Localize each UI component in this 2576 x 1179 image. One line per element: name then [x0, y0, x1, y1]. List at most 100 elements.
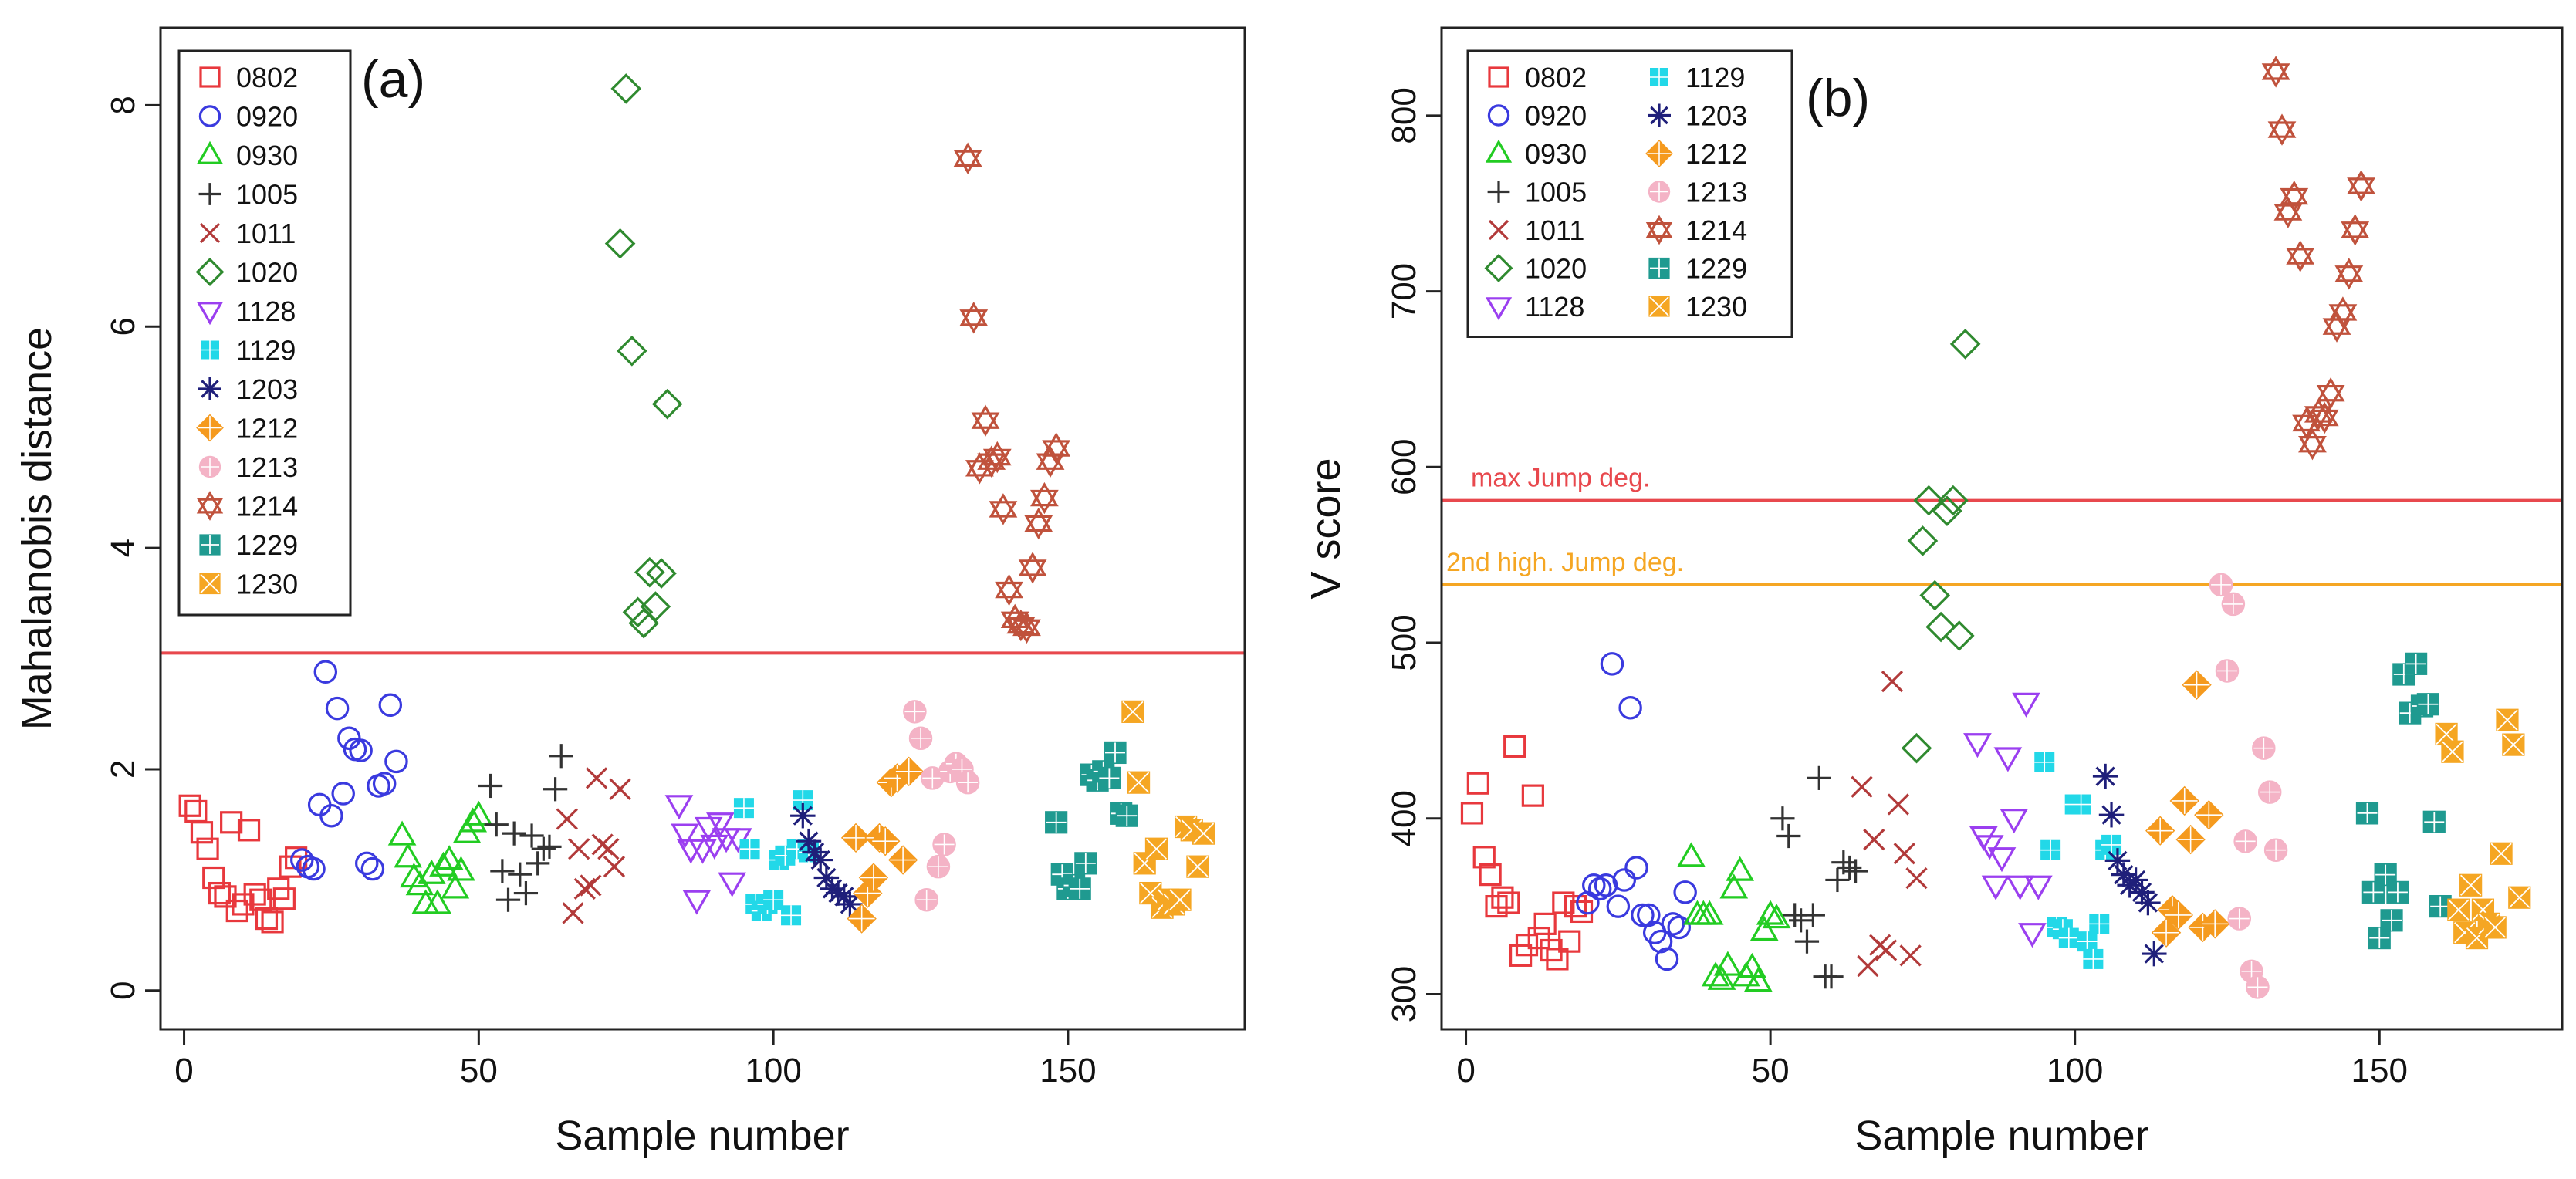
panel-a-point-1214-0 [953, 142, 982, 174]
panel-b-point-1005-5 [1800, 903, 1825, 927]
panel-a-point-1011-5 [585, 767, 608, 789]
panel-a-legend-marker-0802 [199, 66, 221, 88]
panel-b-point-1005-9 [1825, 867, 1850, 893]
panel-b-point-1203-7 [2135, 890, 2161, 916]
panel-a-legend-label-1020: 1020 [236, 257, 298, 289]
panel-a-point-0920-2 [302, 856, 326, 881]
panel-a-point-1212-3 [858, 863, 889, 893]
panel-a-y-axis: 0 2 4 6 8 [104, 96, 161, 1000]
panel-a-point-0930-5 [417, 859, 446, 884]
panel-b-point-1212-0 [2145, 816, 2175, 846]
panel-b-legend-marker-1005 [1487, 181, 1510, 203]
panel-b-legend-marker-1214 [1645, 215, 1673, 245]
panel-b-point-1011-2 [1863, 828, 1885, 851]
panel-a-legend-label-1212: 1212 [236, 413, 298, 444]
panel-b-point-1212-5 [2175, 824, 2206, 855]
panel-a-point-1229-5 [1074, 852, 1097, 875]
panel-a-point-1213-1 [908, 726, 933, 751]
panel-b-point-0920-6 [1612, 868, 1636, 892]
panel-a-point-1128-4 [688, 839, 717, 864]
panel-b-point-1020-1 [1907, 525, 1939, 556]
panel-b-point-1213-4 [2233, 829, 2257, 853]
panel-a-legend-marker-1020 [195, 258, 225, 286]
panel-a-point-0802-5 [208, 881, 231, 905]
panel-b-point-1229-2 [2368, 926, 2391, 950]
panel-a-point-1213-4 [926, 854, 951, 879]
panel-b-legend-marker-1128 [1485, 297, 1513, 321]
panel-a-point-1005-11 [543, 777, 568, 802]
panel-a-x-axis: 0 50 100 150 [174, 1029, 1097, 1089]
panel-a-point-1230-0 [1121, 700, 1144, 723]
panel-a-point-1212-1 [847, 904, 877, 934]
panel-b-point-0930-8 [1726, 856, 1755, 881]
panel-b-point-1214-8 [2310, 401, 2339, 434]
panel-a-legend-label-1214: 1214 [236, 491, 298, 522]
panel-b-point-1213-8 [2257, 780, 2282, 804]
panel-a-point-1005-10 [537, 834, 562, 859]
panel-a-label: (a) [361, 50, 425, 109]
panel-b-point-1214-5 [2292, 407, 2321, 440]
panel-b-point-1020-2 [1913, 485, 1945, 516]
panel-a-y-tick-label-8: 8 [104, 96, 142, 114]
panel-a-legend-marker-1212 [196, 414, 224, 442]
panel-b-point-1229-12 [2429, 894, 2452, 918]
panel-b-point-0930-5 [1707, 964, 1736, 990]
panel-b-point-1005-4 [1794, 929, 1820, 954]
panel-b-point-1129-6 [2071, 794, 2091, 815]
panel-a-point-1129-5 [763, 890, 784, 910]
panel-b-legend-label-1011: 1011 [1525, 215, 1584, 246]
panel-a-point-0920-0 [290, 848, 314, 872]
panel-b-legend-marker-0920 [1487, 104, 1510, 127]
panel-a-point-1011-1 [562, 902, 584, 924]
panel-b-point-1214-4 [2286, 240, 2315, 272]
panel-b-point-0930-14 [1762, 904, 1791, 929]
panel-a-point-0920-7 [331, 782, 355, 806]
panel-b-legend-label-1128: 1128 [1525, 291, 1584, 323]
panel-b-point-1230-10 [2496, 708, 2519, 731]
panel-a-point-1129-0 [733, 798, 754, 819]
panel-a-point-1229-9 [1097, 766, 1121, 790]
panel-b-legend-marker-0930 [1485, 139, 1513, 163]
panel-b-y-tick-label-700: 700 [1385, 263, 1423, 319]
panel-b-y-tick-label-500: 500 [1385, 614, 1423, 671]
panel-b-point-0802-9 [1515, 934, 1539, 957]
panel-a-point-0920-10 [349, 738, 373, 762]
panel-b-point-1020-6 [1938, 485, 1969, 516]
panel-a-point-0802-0 [178, 794, 201, 817]
panel-b-point-0802-3 [1479, 863, 1502, 887]
panel-b-point-0802-1 [1466, 772, 1489, 795]
panel-a-legend-label-1230: 1230 [236, 569, 298, 600]
panel-b-point-0802-10 [1521, 784, 1544, 807]
panel-b-x-tick-label-150: 150 [2351, 1052, 2408, 1089]
panel-b-point-1230-2 [2447, 898, 2470, 921]
panel-b-legend-marker-1011 [1488, 219, 1509, 241]
panel-a-point-0920-8 [337, 726, 361, 751]
panel-a-point-0930-8 [434, 845, 464, 870]
panel-b-point-1230-9 [2490, 842, 2513, 865]
panel-b-point-1128-8 [2012, 692, 2040, 718]
panel-b-point-1011-7 [1893, 843, 1915, 865]
panel-a-point-1005-4 [502, 821, 526, 846]
panel-a-point-1214-10 [1012, 611, 1041, 644]
panel-b-x-axis-title: Sample number [1854, 1113, 2148, 1159]
panel-b-point-1214-12 [2334, 258, 2364, 290]
panel-b-legend-marker-1213 [1648, 181, 1671, 203]
panel-a-point-0930-7 [429, 851, 458, 877]
panel-a-point-0920-5 [319, 803, 343, 828]
panel-a-point-1213-2 [914, 887, 938, 912]
panel-a-y-tick-label-2: 2 [104, 760, 142, 779]
panel-a-point-0920-6 [325, 696, 350, 721]
panel-a-point-0802-11 [243, 883, 266, 906]
panel-a-point-1230-11 [1186, 855, 1209, 878]
panel-a-point-1212-9 [894, 756, 924, 786]
panel-b-point-1229-10 [2416, 693, 2439, 716]
panel-b-point-0920-2 [1587, 877, 1612, 901]
panel-b-point-1128-3 [1981, 875, 2010, 900]
panel-a-point-0802-7 [220, 811, 243, 834]
panel-b-point-1128-10 [2023, 875, 2053, 900]
panel-b-legend-label-0802: 0802 [1525, 62, 1587, 93]
panel-b-x-axis: 0 50 100 150 [1456, 1029, 2408, 1089]
panel-a-point-1011-3 [573, 877, 596, 900]
panel-a-point-1214-6 [989, 493, 1018, 525]
panel-b-point-1229-0 [2355, 802, 2379, 825]
